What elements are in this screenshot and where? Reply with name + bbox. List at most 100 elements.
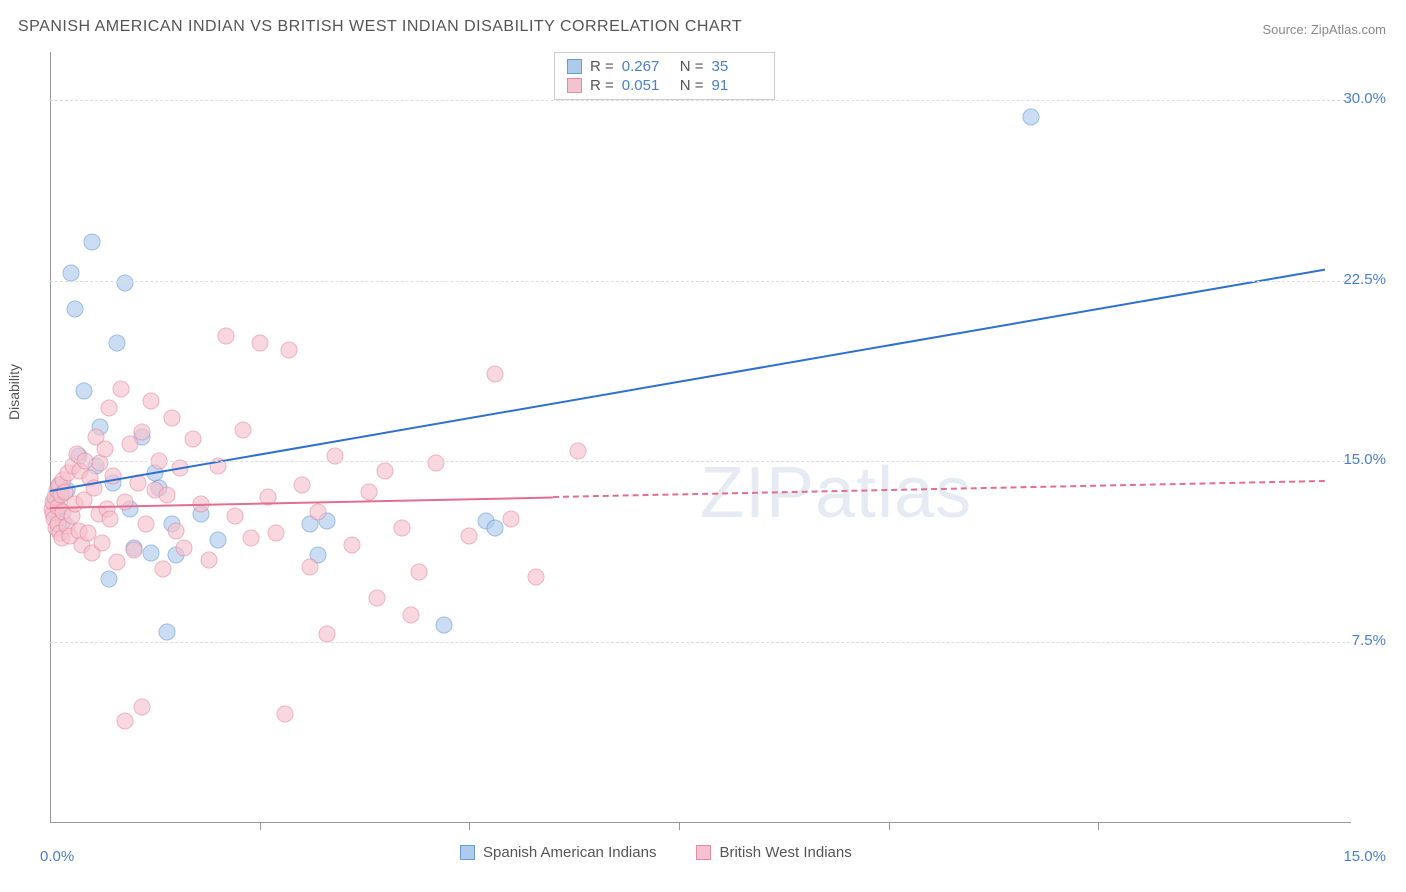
series-legend: Spanish American Indians British West Ind…	[460, 844, 852, 861]
data-point	[302, 558, 319, 575]
data-point	[100, 570, 117, 587]
gridline	[50, 100, 1350, 101]
legend-item: British West Indians	[696, 844, 851, 861]
data-point	[142, 544, 159, 561]
r-label: R =	[590, 77, 614, 94]
data-point	[377, 462, 394, 479]
data-point	[402, 607, 419, 624]
source-attribution: Source: ZipAtlas.com	[1262, 22, 1386, 37]
n-label: N =	[680, 77, 704, 94]
n-label: N =	[680, 58, 704, 75]
data-point	[310, 503, 327, 520]
data-point	[427, 455, 444, 472]
data-point	[167, 522, 184, 539]
data-point	[62, 265, 79, 282]
data-point	[327, 448, 344, 465]
r-value: 0.267	[622, 58, 672, 75]
data-point	[184, 431, 201, 448]
r-value: 0.051	[622, 77, 672, 94]
legend-swatch	[696, 845, 711, 860]
data-point	[142, 392, 159, 409]
data-point	[343, 537, 360, 554]
data-point	[394, 520, 411, 537]
data-point	[411, 563, 428, 580]
y-tick-label: 15.0%	[1343, 451, 1386, 468]
data-point	[528, 568, 545, 585]
data-point	[109, 335, 126, 352]
data-point	[268, 525, 285, 542]
gridline	[50, 461, 1350, 462]
x-tick	[469, 822, 470, 830]
data-point	[486, 520, 503, 537]
x-tick	[260, 822, 261, 830]
data-point	[155, 561, 172, 578]
trend-line	[50, 269, 1325, 492]
data-point	[461, 527, 478, 544]
y-tick-label: 7.5%	[1352, 632, 1386, 649]
data-point	[293, 477, 310, 494]
data-point	[159, 623, 176, 640]
x-tick	[679, 822, 680, 830]
data-point	[75, 383, 92, 400]
data-point	[570, 443, 587, 460]
x-axis-max-label: 15.0%	[1343, 848, 1386, 865]
gridline	[50, 642, 1350, 643]
data-point	[218, 327, 235, 344]
data-point	[243, 530, 260, 547]
data-point	[251, 335, 268, 352]
n-value: 91	[712, 77, 762, 94]
gridline	[50, 281, 1350, 282]
data-point	[67, 301, 84, 318]
data-point	[102, 510, 119, 527]
y-tick-label: 22.5%	[1343, 271, 1386, 288]
data-point	[234, 421, 251, 438]
stats-legend: R = 0.267 N = 35 R = 0.051 N = 91	[554, 52, 775, 100]
data-point	[318, 626, 335, 643]
legend-item: Spanish American Indians	[460, 844, 656, 861]
data-point	[94, 534, 111, 551]
data-point	[176, 539, 193, 556]
data-point	[125, 542, 142, 559]
data-point	[109, 554, 126, 571]
data-point	[83, 234, 100, 251]
data-point	[369, 590, 386, 607]
data-point	[360, 484, 377, 501]
data-point	[117, 712, 134, 729]
legend-label: Spanish American Indians	[483, 844, 656, 861]
legend-swatch	[460, 845, 475, 860]
data-point	[1023, 108, 1040, 125]
data-point	[201, 551, 218, 568]
data-point	[96, 441, 113, 458]
trend-line	[553, 480, 1325, 498]
stats-legend-row: R = 0.051 N = 91	[567, 76, 762, 95]
data-point	[113, 380, 130, 397]
data-point	[503, 510, 520, 527]
x-tick	[889, 822, 890, 830]
chart-area: ZIPatlas	[50, 52, 1350, 822]
data-point	[117, 493, 134, 510]
legend-swatch	[567, 78, 582, 93]
data-point	[163, 409, 180, 426]
x-tick	[1098, 822, 1099, 830]
legend-label: British West Indians	[719, 844, 851, 861]
data-point	[226, 508, 243, 525]
r-label: R =	[590, 58, 614, 75]
data-point	[100, 400, 117, 417]
data-point	[486, 366, 503, 383]
data-point	[134, 698, 151, 715]
n-value: 35	[712, 58, 762, 75]
data-point	[134, 424, 151, 441]
x-axis-min-label: 0.0%	[40, 848, 74, 865]
stats-legend-row: R = 0.267 N = 35	[567, 57, 762, 76]
data-point	[276, 705, 293, 722]
legend-swatch	[567, 59, 582, 74]
y-tick-label: 30.0%	[1343, 90, 1386, 107]
data-point	[138, 515, 155, 532]
data-point	[436, 616, 453, 633]
chart-title: SPANISH AMERICAN INDIAN VS BRITISH WEST …	[18, 18, 742, 36]
y-axis-label: Disability	[6, 364, 22, 420]
data-point	[117, 275, 134, 292]
data-point	[281, 342, 298, 359]
data-point	[209, 532, 226, 549]
data-point	[159, 486, 176, 503]
